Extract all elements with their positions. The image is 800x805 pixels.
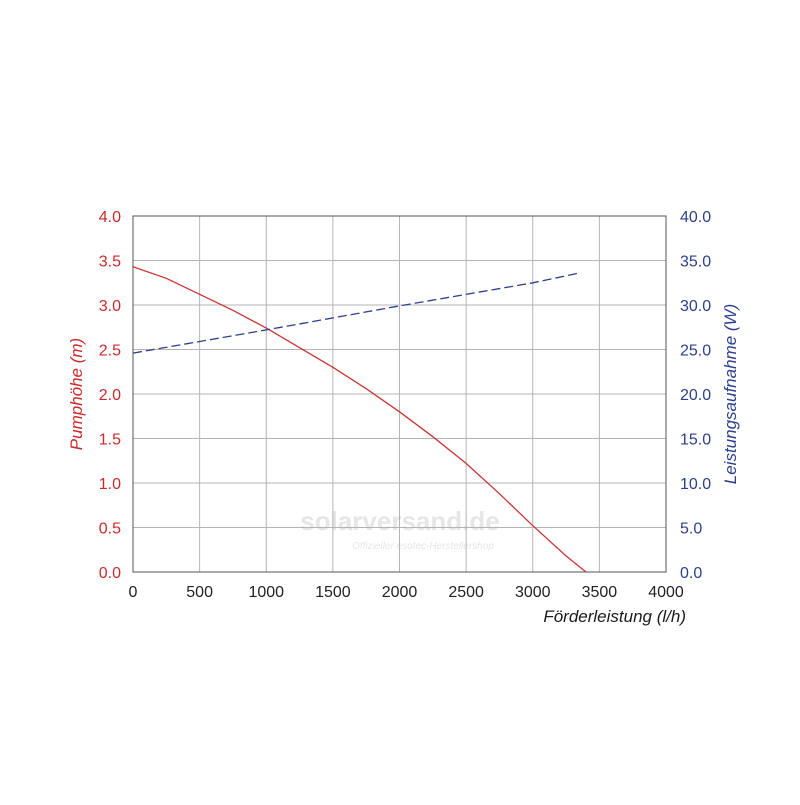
right-axis-tick-label: 10.0 [680, 476, 711, 493]
right-axis-tick-label: 0.0 [680, 565, 702, 582]
left-axis-tick-label: 2.0 [99, 387, 121, 404]
right-axis-tick-label: 5.0 [680, 521, 702, 538]
x-axis-tick-label: 3000 [515, 584, 551, 601]
left-axis-tick-label: 0.5 [99, 521, 121, 538]
right-axis-tick-label: 35.0 [680, 254, 711, 271]
right-axis-tick-label: 15.0 [680, 432, 711, 449]
right-axis-title: Leistungsaufnahme (W) [721, 304, 740, 484]
right-axis-tick-label: 25.0 [680, 343, 711, 360]
x-axis-tick-label: 3500 [582, 584, 618, 601]
x-axis-tick-label: 4000 [648, 584, 684, 601]
left-axis-tick-label: 4.0 [99, 209, 121, 226]
x-axis-tick-label: 2000 [382, 584, 418, 601]
x-axis-title: Förderleistung (l/h) [543, 607, 686, 626]
left-axis-title: Pumphöhe (m) [67, 338, 86, 450]
left-axis-tick-label: 3.0 [99, 298, 121, 315]
left-axis-tick-label: 1.5 [99, 432, 121, 449]
x-axis-ticks: 0 500 1000 1500 2000 2500 3000 3500 4000 [129, 584, 684, 601]
x-axis-tick-label: 500 [186, 584, 213, 601]
x-axis-tick-label: 1000 [248, 584, 284, 601]
plot-frame [132, 215, 667, 573]
left-axis-tick-label: 3.5 [99, 254, 121, 271]
right-axis-ticks: 0.0 5.0 10.0 15.0 20.0 25.0 30.0 35.0 40.0 [680, 209, 711, 582]
series-layer [132, 266, 587, 573]
left-axis-tick-label: 0.0 [99, 565, 121, 582]
x-axis-tick-label: 1500 [315, 584, 351, 601]
pump-head-curve [132, 266, 587, 573]
watermark-subtext: Offizieller esotec-Herstellershop [352, 541, 494, 552]
power-consumption-line [132, 272, 580, 354]
right-axis-tick-label: 30.0 [680, 298, 711, 315]
right-axis-tick-label: 20.0 [680, 387, 711, 404]
left-axis-ticks: 0.0 0.5 1.0 1.5 2.0 2.5 3.0 3.5 4.0 [99, 209, 121, 582]
left-axis-tick-label: 1.0 [99, 476, 121, 493]
x-axis-tick-label: 0 [129, 584, 138, 601]
x-axis-tick-label: 2500 [448, 584, 484, 601]
grid [133, 216, 666, 572]
right-axis-tick-label: 40.0 [680, 209, 711, 226]
left-axis-tick-label: 2.5 [99, 343, 121, 360]
